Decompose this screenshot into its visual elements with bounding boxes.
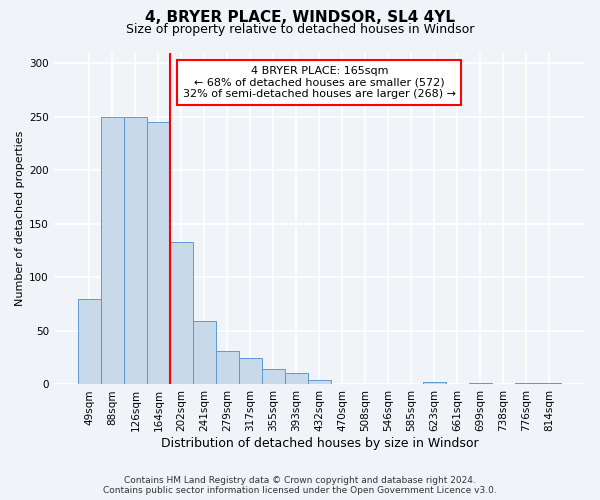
Text: Contains HM Land Registry data © Crown copyright and database right 2024.
Contai: Contains HM Land Registry data © Crown c… (103, 476, 497, 495)
Text: 4 BRYER PLACE: 165sqm
← 68% of detached houses are smaller (572)
32% of semi-det: 4 BRYER PLACE: 165sqm ← 68% of detached … (183, 66, 456, 99)
X-axis label: Distribution of detached houses by size in Windsor: Distribution of detached houses by size … (161, 437, 478, 450)
Y-axis label: Number of detached properties: Number of detached properties (15, 131, 25, 306)
Text: Size of property relative to detached houses in Windsor: Size of property relative to detached ho… (126, 22, 474, 36)
Bar (285, 372, 308, 384)
Bar (308, 380, 331, 384)
Bar (423, 382, 446, 384)
Text: 4, BRYER PLACE, WINDSOR, SL4 4YL: 4, BRYER PLACE, WINDSOR, SL4 4YL (145, 10, 455, 25)
Bar (216, 352, 239, 384)
Bar (262, 370, 285, 384)
Bar (170, 242, 193, 384)
Bar (193, 322, 216, 384)
Bar (78, 299, 101, 384)
Bar (147, 122, 170, 384)
Bar (124, 116, 147, 384)
Bar (239, 358, 262, 384)
Bar (101, 116, 124, 384)
